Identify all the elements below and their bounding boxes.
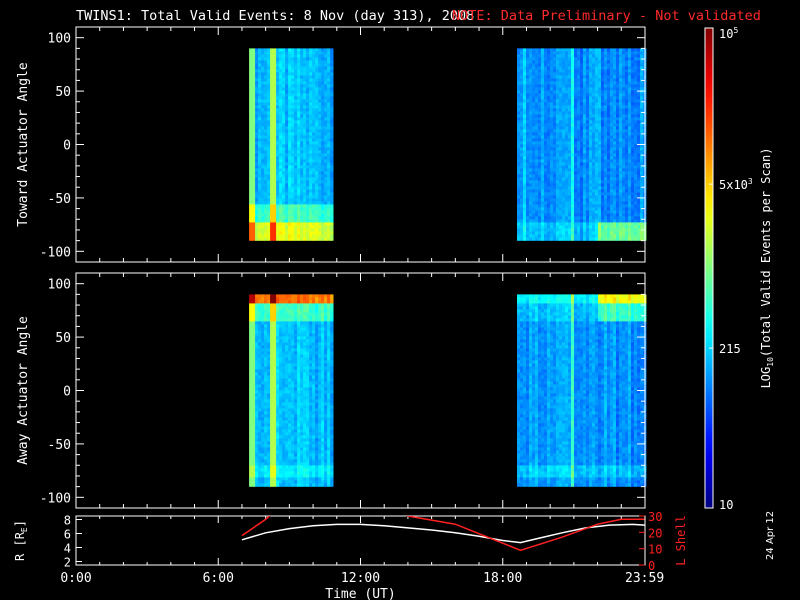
strip-frame	[75, 515, 646, 566]
xtick-label: 12:00	[341, 571, 380, 586]
axes-panel-1: 100 50 0 -50 -100 Toward Actuator Angle	[16, 26, 646, 263]
lshell-series-line	[241, 516, 271, 537]
colorbar-label: LOG10(Total Valid Events per Scan)	[759, 148, 775, 389]
lshell-axis-label: L Shell	[674, 515, 688, 566]
ytick-label: -50	[48, 192, 71, 207]
ytick-label: -100	[40, 491, 71, 506]
ytick-label: -50	[48, 438, 71, 453]
ytick-label: 50	[55, 85, 71, 100]
ytick-label: 100	[48, 32, 71, 47]
chart-title: TWINS1: Total Valid Events: 8 Nov (day 3…	[76, 8, 475, 24]
y2tick-label: 20	[648, 526, 662, 540]
side-date: 24 Apr 12	[765, 510, 776, 560]
xtick-label: 0:00	[60, 571, 91, 586]
colorbar-gradient	[705, 28, 713, 508]
text-layer: 10 215 5x103 105 LOG10(Total Valid Events pe…	[719, 26, 775, 512]
xtick-label: 6:00	[203, 571, 234, 586]
preliminary-note: NOTE: Data Preliminary - Not validated	[452, 8, 761, 24]
ytick-label: 0	[63, 385, 71, 400]
y2tick-label: 10	[648, 543, 662, 557]
strip-series	[241, 516, 645, 552]
chart-title-bar: TWINS1: Total Valid Events: 8 Nov (day 3…	[0, 6, 800, 26]
line-layer	[241, 516, 645, 552]
ytick-label: 6	[64, 528, 71, 542]
colorbar	[704, 27, 714, 509]
y-axis-label: Away Actuator Angle	[16, 316, 31, 465]
y-axis-label: Toward Actuator Angle	[16, 62, 31, 227]
ytick-label: -100	[40, 245, 71, 260]
ytick-label: 8	[64, 514, 71, 528]
r-axis-label: R [RE]	[13, 520, 29, 561]
lshell-series-line	[405, 516, 645, 552]
axes-panel-2: 100 50 0 -50 -100 Away Actuator Angle	[16, 272, 646, 509]
r-series-line	[241, 523, 645, 544]
ytick-label: 100	[48, 278, 71, 293]
ytick-label: 4	[64, 542, 71, 556]
ytick-label: 50	[55, 331, 71, 346]
y2tick-label: 30	[648, 510, 662, 524]
ytick-label: 2	[64, 556, 71, 570]
heatmap-panel-2	[249, 294, 647, 487]
colorbar-tick-label: 5x103	[719, 177, 753, 192]
colorbar-tick-label: 105	[719, 26, 738, 41]
x-axis-label: Time (UT)	[325, 587, 395, 600]
xtick-label: 18:00	[483, 571, 522, 586]
ytick-label: 0	[63, 139, 71, 154]
heatmap-panel-1	[249, 48, 647, 241]
heatmap-layer	[249, 48, 647, 487]
colorbar-tick-label: 10	[719, 498, 733, 512]
colorbar-tick-label: 215	[719, 342, 741, 356]
xtick-label: 23:59	[625, 571, 664, 586]
y2tick-label: 0	[648, 559, 655, 573]
